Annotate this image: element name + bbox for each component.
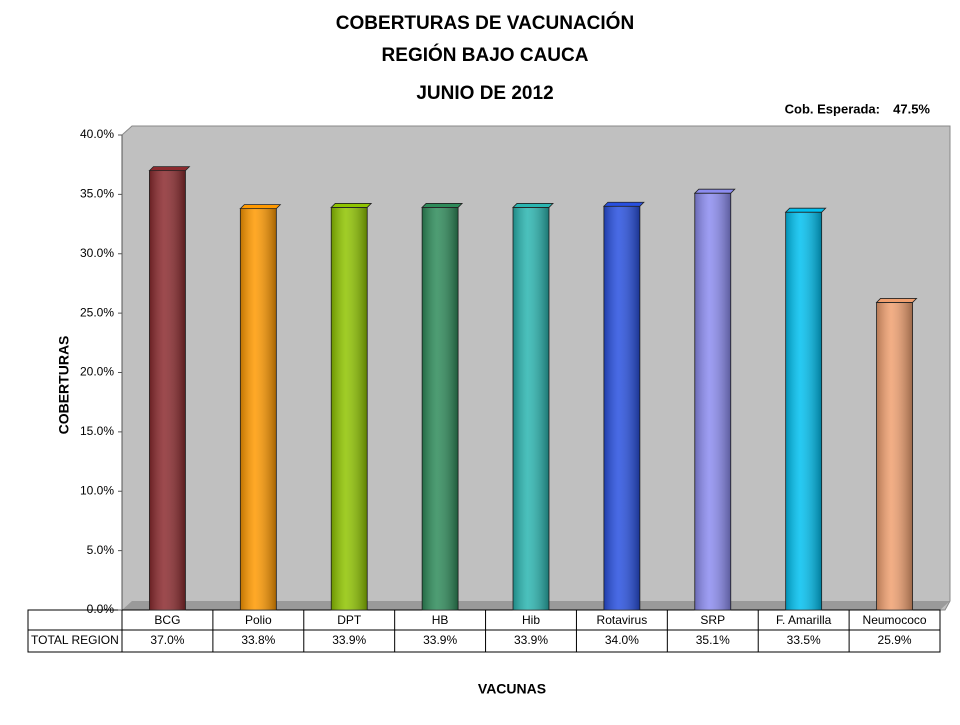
y-tick-label: 35.0% xyxy=(80,187,114,201)
table-value: 35.1% xyxy=(696,633,730,647)
bar-shade xyxy=(603,206,640,610)
table-value: 33.9% xyxy=(332,633,366,647)
bar-shade xyxy=(422,207,459,610)
table-value: 33.8% xyxy=(241,633,275,647)
bar-top xyxy=(602,201,645,207)
bar-top xyxy=(875,298,918,303)
bar-top xyxy=(148,166,191,172)
y-tick-label: 0.0% xyxy=(87,602,115,616)
y-axis-title: COBERTURAS xyxy=(56,336,72,435)
chart-title: COBERTURAS DE VACUNACIÓN xyxy=(336,12,634,34)
x-axis-title: VACUNAS xyxy=(478,681,546,697)
table-value: 25.9% xyxy=(878,633,912,647)
bar-top xyxy=(330,203,373,208)
table-value: 37.0% xyxy=(150,633,184,647)
bar-shade xyxy=(240,208,277,610)
x-tick-label: Polio xyxy=(245,613,272,627)
chart-title: REGIÓN BAJO CAUCA xyxy=(382,44,589,66)
y-tick-label: 10.0% xyxy=(80,483,114,497)
bar-shade xyxy=(876,302,913,610)
y-tick-label: 25.0% xyxy=(80,305,114,319)
chart-title: JUNIO DE 2012 xyxy=(416,83,553,104)
bar-shade xyxy=(513,207,549,610)
x-tick-label: SRP xyxy=(700,613,725,627)
table-value: 33.9% xyxy=(423,633,457,647)
x-tick-label: Neumococo xyxy=(863,613,927,627)
bar-shade xyxy=(149,170,186,610)
table-value: 33.5% xyxy=(787,633,821,647)
x-tick-label: DPT xyxy=(337,613,362,627)
x-tick-label: F. Amarilla xyxy=(776,613,832,627)
bar-top xyxy=(239,204,282,210)
annotation-value: 47.5% xyxy=(893,101,930,116)
x-tick-label: HB xyxy=(432,613,449,627)
y-tick-label: 20.0% xyxy=(80,365,114,379)
data-table xyxy=(27,609,941,653)
bar-top xyxy=(512,203,554,208)
bar-top xyxy=(421,203,464,208)
x-tick-label: Hib xyxy=(522,613,540,627)
bar-top xyxy=(784,207,827,213)
bar-top xyxy=(693,188,736,194)
annotation-label: Cob. Esperada: xyxy=(785,101,880,116)
y-tick-label: 15.0% xyxy=(80,424,114,438)
bar-shade xyxy=(785,212,822,610)
y-tick-label: 40.0% xyxy=(80,127,114,141)
table-value: 33.9% xyxy=(514,633,548,647)
y-tick-label: 5.0% xyxy=(87,543,115,557)
y-tick-label: 30.0% xyxy=(80,246,114,260)
bar-shade xyxy=(331,207,368,610)
x-tick-label: BCG xyxy=(154,613,180,627)
table-value: 34.0% xyxy=(605,633,639,647)
table-row-label: TOTAL REGION xyxy=(31,633,119,647)
x-tick-label: Rotavirus xyxy=(597,613,648,627)
bar-shade xyxy=(694,193,731,610)
